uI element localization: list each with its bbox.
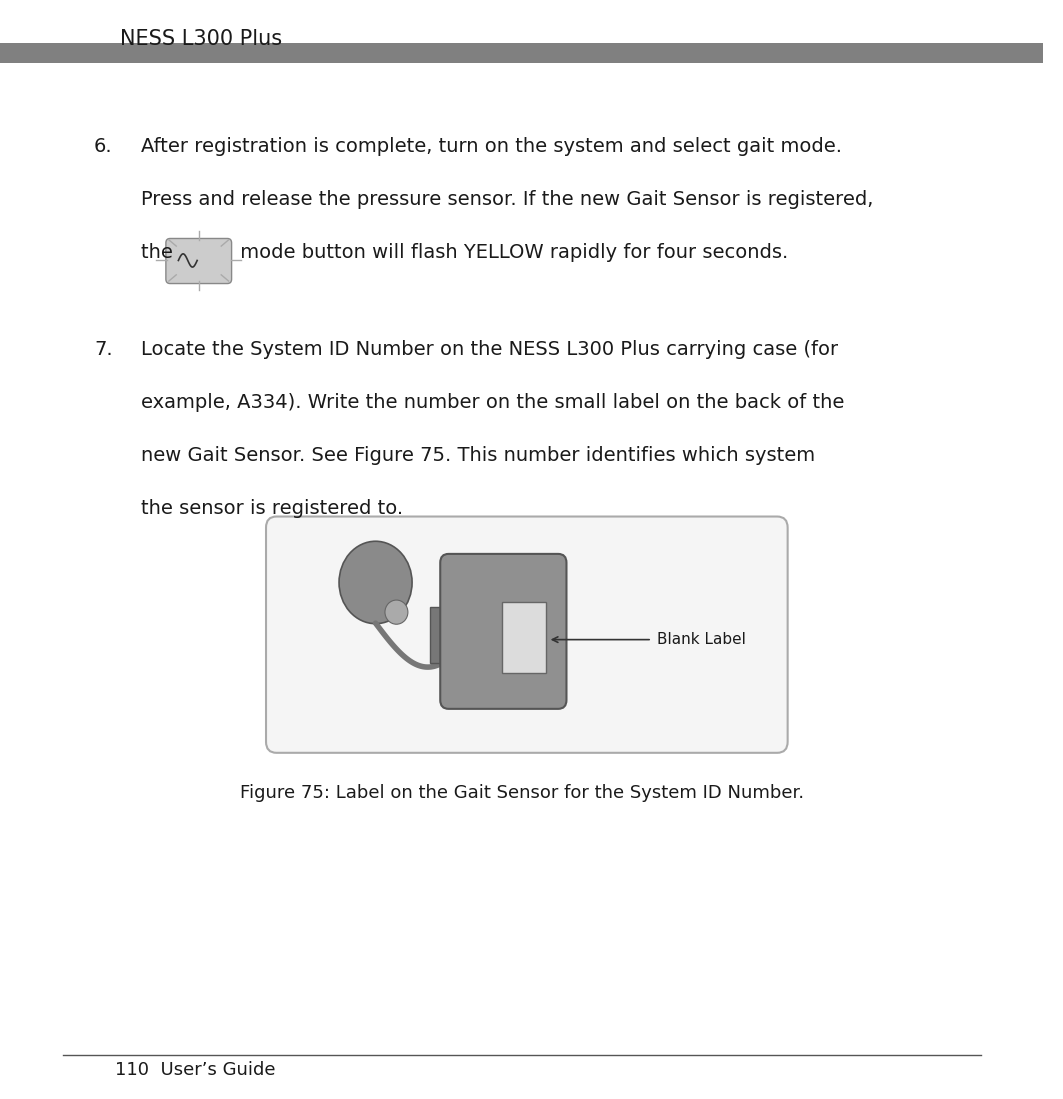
Text: the: the: [140, 243, 179, 262]
Ellipse shape: [385, 600, 408, 624]
FancyBboxPatch shape: [0, 43, 1043, 63]
FancyBboxPatch shape: [266, 517, 788, 753]
FancyBboxPatch shape: [166, 238, 232, 284]
Ellipse shape: [339, 542, 412, 624]
FancyBboxPatch shape: [502, 602, 545, 673]
Text: 7.: 7.: [94, 341, 113, 359]
Text: example, A334). Write the number on the small label on the back of the: example, A334). Write the number on the …: [140, 393, 844, 412]
FancyBboxPatch shape: [440, 554, 567, 709]
Text: 110  User’s Guide: 110 User’s Guide: [115, 1062, 275, 1079]
FancyBboxPatch shape: [429, 607, 457, 663]
Text: new Gait Sensor. See Figure 75. This number identifies which system: new Gait Sensor. See Figure 75. This num…: [140, 446, 815, 465]
Text: Press and release the pressure sensor. If the new Gait Sensor is registered,: Press and release the pressure sensor. I…: [140, 190, 873, 209]
Text: Locate the System ID Number on the NESS L300 Plus carrying case (for: Locate the System ID Number on the NESS …: [140, 341, 838, 359]
Text: Blank Label: Blank Label: [657, 632, 746, 647]
Text: mode button will flash YELLOW rapidly for four seconds.: mode button will flash YELLOW rapidly fo…: [234, 243, 788, 262]
Text: the sensor is registered to.: the sensor is registered to.: [140, 499, 403, 518]
Text: Figure 75: Label on the Gait Sensor for the System ID Number.: Figure 75: Label on the Gait Sensor for …: [239, 784, 804, 801]
Text: After registration is complete, turn on the system and select gait mode.: After registration is complete, turn on …: [140, 137, 842, 156]
Text: NESS L300 Plus: NESS L300 Plus: [120, 29, 282, 48]
Text: 6.: 6.: [94, 137, 113, 156]
